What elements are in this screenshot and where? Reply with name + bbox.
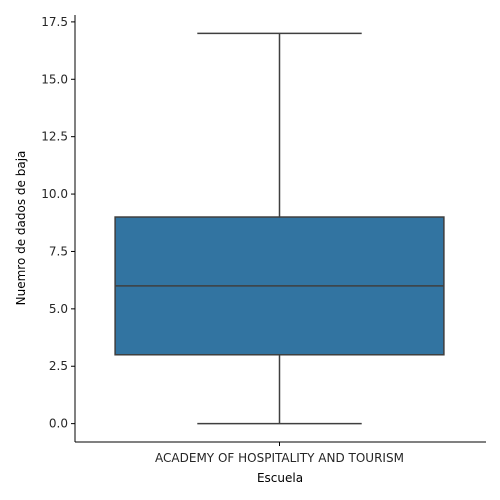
y-tick-label: 15.0 [41,72,68,86]
y-tick-label: 10.0 [41,187,68,201]
y-tick-label: 0.0 [49,417,68,431]
y-tick-label: 7.5 [49,244,68,258]
x-tick-label: ACADEMY OF HOSPITALITY AND TOURISM [155,451,404,465]
y-ticks: 0.0 2.5 5.0 7.5 10.0 12.5 15.0 17.5 [41,15,75,431]
y-tick-label: 5.0 [49,302,68,316]
y-axis-label: Nuemro de dados de baja [14,151,28,306]
y-tick-label: 2.5 [49,359,68,373]
y-tick-label: 17.5 [41,15,68,29]
x-ticks: ACADEMY OF HOSPITALITY AND TOURISM [155,442,404,465]
box-plot-layer [114,32,445,425]
y-tick-label: 12.5 [41,130,68,144]
x-axis-label: Escuela [257,471,303,485]
